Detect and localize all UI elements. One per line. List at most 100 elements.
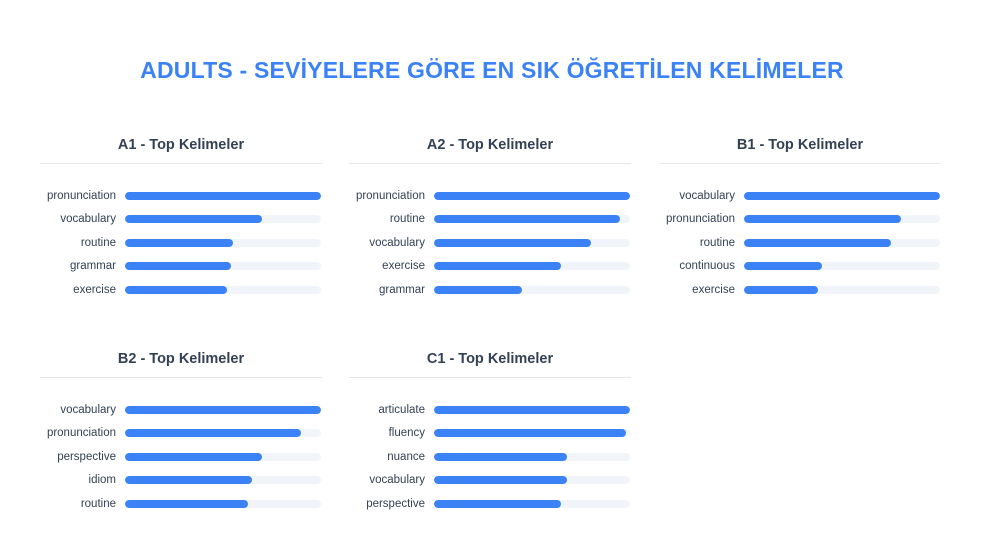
bar-label: routine (699, 236, 735, 249)
bar-label: exercise (692, 283, 735, 296)
bar-row: nuance (349, 445, 631, 469)
bar-track (744, 215, 940, 224)
bar-row: exercise (40, 278, 322, 302)
bar-label: vocabulary (679, 189, 735, 202)
bar-row: routine (349, 208, 631, 232)
bar-row: pronunciation (40, 184, 322, 208)
panel-a2: A2 - Top Kelimeler pronunciation routine v… (349, 135, 631, 302)
bar-row: vocabulary (349, 469, 631, 493)
bar-label: pronunciation (46, 427, 116, 440)
bar-track (434, 429, 630, 438)
bar-track (125, 429, 321, 438)
bar (434, 405, 630, 414)
page-title: ADULTS - SEVİYELERE GÖRE EN SIK ÖĞRETİLE… (140, 57, 844, 83)
bar-track (434, 191, 630, 200)
bar-track (434, 452, 630, 461)
bar-track (744, 285, 940, 294)
panel-b1: B1 - Top Kelimeler vocabulary pronunciati… (659, 135, 941, 302)
bar-track (125, 476, 321, 485)
bar-track (744, 191, 940, 200)
bar (434, 215, 621, 224)
bar-row: pronunciation (40, 422, 322, 446)
bar (125, 499, 249, 508)
bar-label: vocabulary (60, 213, 116, 226)
bar-row: vocabulary (349, 231, 631, 255)
bar-row: exercise (659, 278, 941, 302)
panel-title: A2 - Top Kelimeler (426, 137, 554, 153)
bar-list: vocabulary pronunciation perspective idiom r… (40, 398, 322, 516)
bar-track (434, 262, 630, 271)
panel-divider (40, 377, 322, 378)
bar-track (744, 262, 940, 271)
bar-row: routine (659, 231, 941, 255)
bar-row: vocabulary (40, 208, 322, 232)
bar-track (434, 476, 630, 485)
bar-track (125, 262, 321, 271)
bar-label: vocabulary (369, 474, 425, 487)
bar (125, 452, 263, 461)
bar-list: vocabulary pronunciation routine continuous… (659, 184, 941, 302)
bar (434, 499, 562, 508)
bar (125, 476, 253, 485)
panel-c1: C1 - Top Kelimeler articulate fluency nuan… (349, 349, 631, 516)
bar-track (434, 405, 630, 414)
bar-row: routine (40, 231, 322, 255)
bar-label: perspective (366, 497, 425, 510)
bar (744, 238, 891, 247)
bar (125, 285, 227, 294)
bar (125, 191, 321, 200)
panel-title: B2 - Top Kelimeler (117, 351, 245, 367)
bar (744, 191, 940, 200)
bar-row: vocabulary (40, 398, 322, 422)
bar-list: pronunciation routine vocabulary exercise gr… (349, 184, 631, 302)
bar-label: articulate (378, 403, 425, 416)
bar-label: continuous (679, 260, 735, 273)
bar (744, 262, 823, 271)
bar (434, 191, 630, 200)
bar-label: routine (80, 236, 116, 249)
panel-title: B1 - Top Kelimeler (736, 137, 864, 153)
bar-track (125, 191, 321, 200)
bar-track (434, 285, 630, 294)
bar (125, 405, 321, 414)
panel-divider (349, 377, 631, 378)
bar-label: vocabulary (369, 236, 425, 249)
bar (744, 215, 901, 224)
bar (434, 238, 591, 247)
bar (125, 215, 263, 224)
panel-a1: A1 - Top Kelimeler pronunciation vocabula… (40, 135, 322, 302)
panel-b2: B2 - Top Kelimeler vocabulary pronunciati… (40, 349, 322, 516)
bar-label: pronunciation (355, 189, 425, 202)
bar-label: routine (80, 497, 116, 510)
bar-row: exercise (349, 255, 631, 279)
bar-row: perspective (349, 492, 631, 516)
bar-row: continuous (659, 255, 941, 279)
panel-divider (349, 163, 631, 164)
bar-track (125, 285, 321, 294)
bar-label: routine (389, 213, 425, 226)
bar-track (125, 452, 321, 461)
bar-track (125, 499, 321, 508)
bar-row: routine (40, 492, 322, 516)
bar-label: fluency (388, 427, 425, 440)
bar-track (125, 215, 321, 224)
bar-row: pronunciation (349, 184, 631, 208)
bar (434, 429, 627, 438)
bar (125, 238, 233, 247)
bar (434, 452, 568, 461)
bar-row: grammar (349, 278, 631, 302)
bar-track (434, 499, 630, 508)
bar-label: exercise (382, 260, 425, 273)
bar-row: grammar (40, 255, 322, 279)
bar-label: idiom (88, 474, 116, 487)
bar-row: perspective (40, 445, 322, 469)
bar (125, 429, 302, 438)
bar-track (125, 238, 321, 247)
bar-row: pronunciation (659, 208, 941, 232)
bar (434, 476, 568, 485)
bar-label: vocabulary (60, 403, 116, 416)
bar-row: vocabulary (659, 184, 941, 208)
bar-label: nuance (387, 450, 425, 463)
bar (125, 262, 231, 271)
